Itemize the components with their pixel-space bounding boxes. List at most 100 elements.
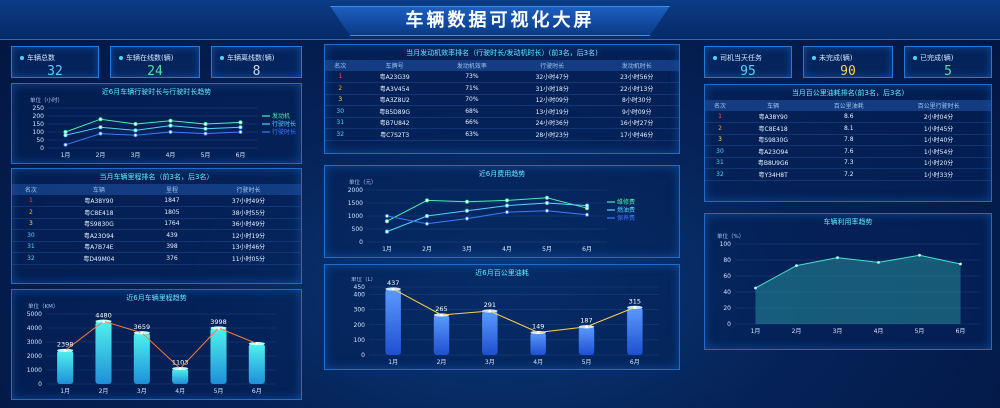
table-cell: 32小时47分	[509, 71, 595, 83]
table-cell: 7.3	[811, 157, 887, 169]
y-tick-label: 3000	[27, 339, 42, 346]
column-header: 车辆	[734, 100, 812, 111]
x-tick-label: 1月	[60, 388, 70, 395]
data-point	[238, 125, 243, 130]
table-cell: 37小时49分	[196, 195, 301, 207]
panel-fuel-trend: 近6月百公里油耗 单位（L） 0 100 200 300 400 450 1月 2月 3月 4月 5月…	[324, 264, 680, 370]
table-cell: 粤A7B74E	[49, 241, 148, 253]
table-cell: 粤D49M04	[49, 252, 148, 265]
y-tick-label: 20	[723, 305, 731, 312]
stat-label: 司机当天任务	[720, 54, 762, 62]
table-cell: 粤S9830G	[49, 218, 148, 230]
trend-line	[392, 288, 636, 333]
stat-total-vehicles: 车辆总数 32	[11, 46, 99, 79]
stat-label: 已完成(辆)	[920, 54, 954, 62]
panel-title: 车辆利用率趋势	[823, 218, 873, 226]
table-header-row: 名次 车牌号 发动机效率 行驶时长 发动机时长	[325, 60, 679, 71]
x-tick-label: 5月	[915, 328, 925, 335]
y-tick-label: 80	[723, 257, 731, 264]
table-cell: 13小时46分	[196, 241, 301, 253]
bar	[210, 328, 227, 384]
table-cell: 粤C8E418	[49, 206, 148, 219]
y-tick-label: 1000	[27, 367, 42, 374]
page-title: 车辆数据可视化大屏	[330, 6, 670, 36]
bar	[482, 311, 498, 355]
data-point	[918, 253, 921, 257]
y-tick-label: 200	[33, 113, 45, 120]
fuel-rank-table: 名次 车辆 百公里油耗 百公里行驶时长 1 粤A38Y90 8.6 2小时04分 2 粤C8E41…	[705, 100, 991, 181]
column-header: 百公里油耗	[811, 100, 887, 111]
data-point	[203, 131, 208, 136]
data-point	[178, 367, 182, 371]
y-axis-label: 单位（KM）	[28, 302, 58, 310]
rank-cell: 1	[325, 71, 356, 83]
table-cell: 2小时04分	[886, 111, 991, 123]
table-cell: 7.6	[811, 145, 887, 158]
table-cell: 31小时18分	[509, 82, 595, 95]
y-tick-label: 4000	[27, 325, 42, 332]
y-tick-label: 300	[354, 307, 366, 314]
data-point	[391, 287, 395, 291]
y-tick-label: 0	[361, 352, 365, 359]
data-label: 3998	[210, 318, 227, 326]
rank-cell: 30	[325, 105, 356, 118]
table-cell: 16小时27分	[594, 117, 679, 129]
table-row: 1 粤A38Y90 8.6 2小时04分	[705, 111, 991, 123]
x-tick-label: 6月	[236, 152, 246, 159]
table-cell: 17小时46分	[594, 128, 679, 141]
table-row: 3 粤A3Z8U2 70% 12小时09分 8小时30分	[325, 94, 679, 106]
data-point	[464, 199, 469, 204]
x-tick-label: 5月	[582, 359, 592, 366]
y-tick-label: 100	[33, 129, 45, 136]
y-tick-label: 1000	[348, 213, 363, 220]
x-tick-label: 4月	[166, 152, 176, 159]
data-point	[754, 286, 757, 290]
data-point	[98, 131, 103, 136]
legend-label: 保养费	[617, 214, 635, 222]
data-point	[795, 264, 798, 267]
y-tick-label: 50	[36, 137, 44, 144]
y-tick-label: 450	[354, 284, 366, 291]
table-cell: 粤S9830G	[734, 134, 812, 146]
x-tick-label: 2月	[792, 328, 802, 335]
x-tick-label: 1月	[382, 246, 392, 253]
table-row: 32 粤D49M04 376 11小时05分	[12, 252, 301, 265]
dot-icon	[119, 56, 123, 60]
table-cell: 粤A23O94	[734, 145, 812, 158]
column-header: 里程	[147, 184, 197, 195]
table-row: 2 粤A3V454 71% 31小时18分 22小时13分	[325, 82, 679, 95]
stat-driver-tasks: 司机当天任务 95	[704, 46, 792, 79]
data-point	[504, 203, 509, 208]
data-point	[488, 309, 492, 313]
dot-icon	[713, 56, 717, 60]
data-point	[168, 118, 173, 123]
table-row: 30 粤B5D89G 68% 13小时19分 9小时09分	[325, 105, 679, 118]
table-cell: 22小时13分	[594, 82, 679, 95]
data-label: 437	[387, 279, 399, 287]
rank-cell: 32	[325, 128, 356, 141]
x-tick-label: 1月	[388, 359, 398, 366]
stat-value: 5	[944, 64, 952, 79]
y-tick-label: 250	[33, 105, 45, 112]
data-point	[63, 133, 68, 138]
dot-icon	[812, 56, 816, 60]
data-point	[544, 200, 549, 205]
data-point	[633, 305, 637, 309]
column-header: 行驶时长	[196, 184, 301, 195]
rank-cell: 31	[705, 157, 735, 169]
column-header: 行驶时长	[509, 60, 595, 71]
panel-engine-rank: 当月发动机效率排名（行驶时长/发动机时长）(前3名，后3名) 名次 车牌号 发动机效…	[324, 44, 680, 154]
data-point	[255, 342, 259, 346]
bar	[433, 314, 450, 355]
x-tick-label: 3月	[485, 359, 495, 366]
series-line	[386, 197, 588, 222]
table-row: 30 粤A23O94 439 12小时19分	[12, 229, 301, 242]
table-cell: 398	[147, 241, 197, 253]
data-point	[98, 125, 103, 130]
table-cell: 24小时36分	[509, 117, 595, 129]
x-tick-label: 4月	[502, 246, 512, 253]
column-header: 车牌号	[355, 60, 434, 71]
data-point	[203, 126, 208, 131]
stat-offline-vehicles: 车辆离线数(辆) 8	[211, 46, 302, 79]
